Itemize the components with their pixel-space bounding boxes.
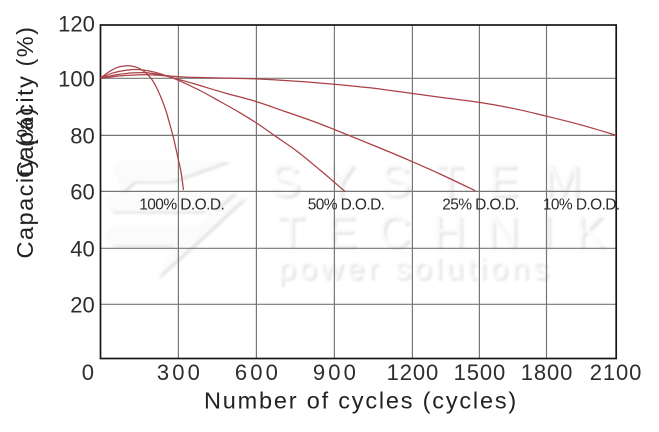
svg-text:100% D.O.D.: 100% D.O.D. [139,197,224,214]
svg-text:300: 300 [157,360,203,385]
svg-text:2100: 2100 [590,360,642,385]
svg-text:600: 600 [235,360,281,385]
svg-text:20: 20 [70,292,94,317]
svg-text:900: 900 [313,360,359,385]
svg-text:50% D.O.D.: 50% D.O.D. [308,197,385,214]
svg-text:SYSTEM: SYSTEM [270,155,606,206]
svg-text:TECHNIK: TECHNIK [277,206,627,257]
svg-text:40: 40 [70,236,94,261]
svg-text:power solutions: power solutions [280,253,554,288]
svg-text:1800: 1800 [521,360,573,385]
svg-text:25% D.O.D.: 25% D.O.D. [442,197,519,214]
svg-text:0: 0 [82,360,94,385]
svg-text:TECHNIK: TECHNIK [279,208,629,259]
svg-text:Capacity (%): Capacity (%) [12,25,38,178]
svg-text:1500: 1500 [454,360,506,385]
svg-text:Number of cycles (cycles): Number of cycles (cycles) [204,388,518,414]
svg-text:10% D.O.D.: 10% D.O.D. [543,197,620,214]
svg-text:Capacity (%): Capacity (%) [12,106,38,259]
svg-text:SYSTEM: SYSTEM [272,157,608,208]
svg-text:1200: 1200 [387,360,439,385]
svg-text:80: 80 [70,123,94,148]
svg-text:100: 100 [58,67,95,92]
svg-text:120: 120 [58,12,95,37]
svg-text:60: 60 [70,179,94,204]
svg-text:power solutions: power solutions [278,251,552,286]
